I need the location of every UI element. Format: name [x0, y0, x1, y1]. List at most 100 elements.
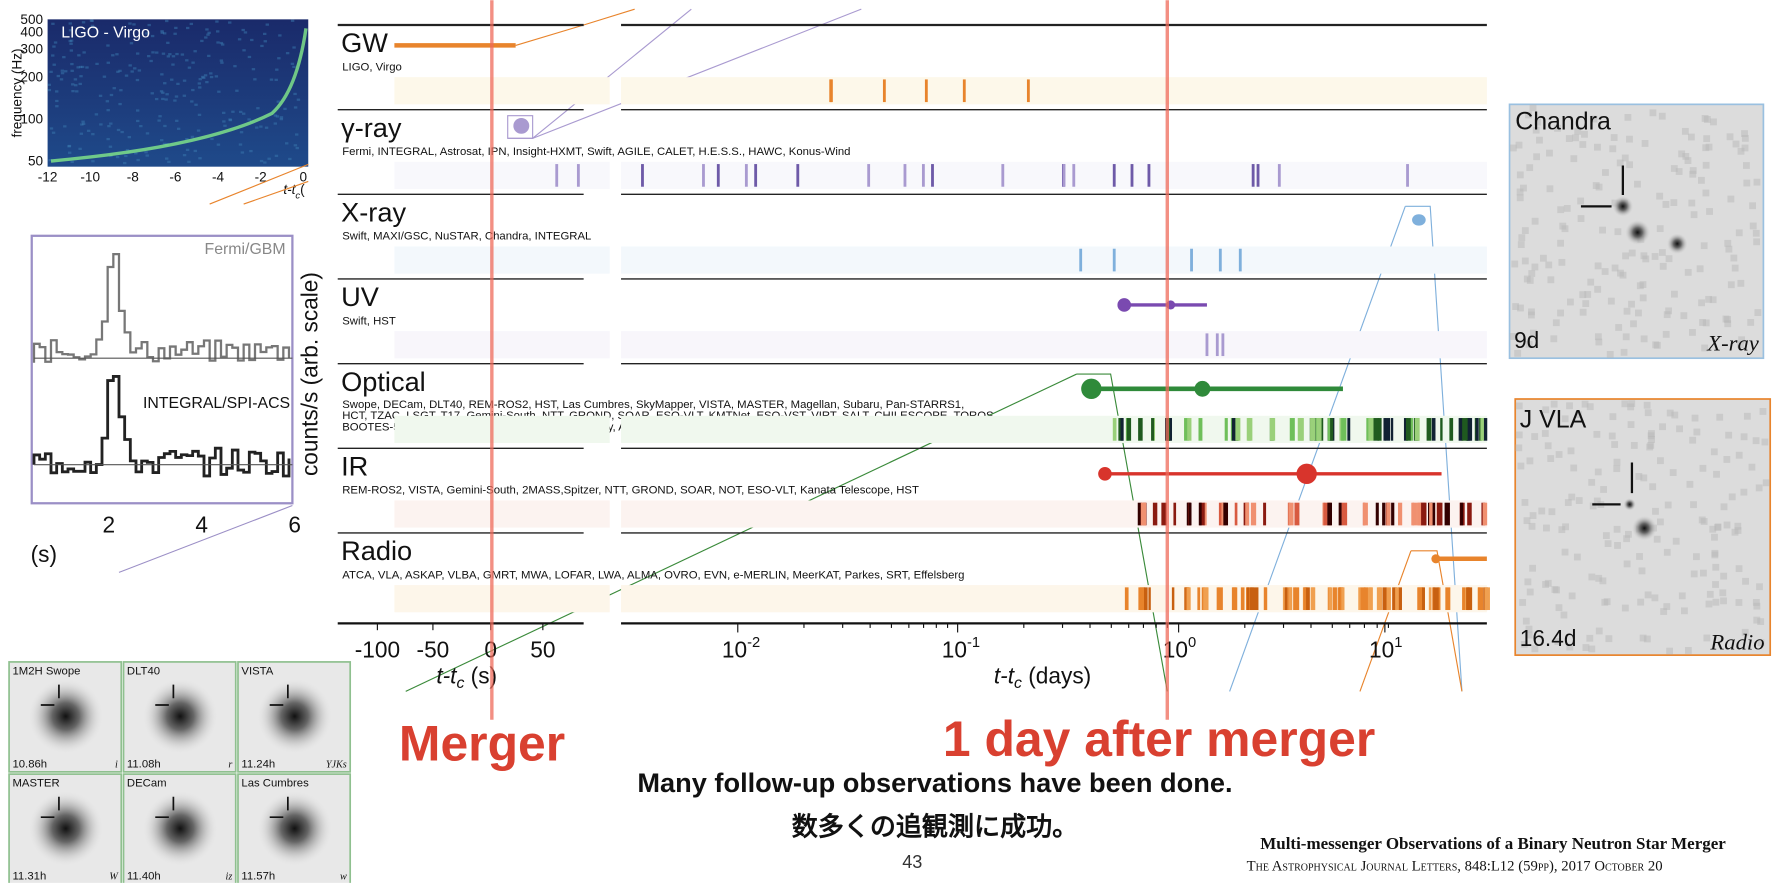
noise	[1754, 309, 1762, 316]
obs-tick	[1250, 587, 1254, 611]
crosshair	[40, 684, 60, 706]
noise	[79, 132, 84, 135]
noise	[1711, 549, 1719, 557]
obs-tick	[1303, 587, 1307, 611]
noise	[78, 65, 83, 69]
noise	[1636, 553, 1643, 560]
noise	[134, 152, 138, 155]
noise	[1531, 433, 1539, 440]
connector	[1359, 550, 1412, 692]
noise	[1700, 242, 1708, 250]
noise	[1542, 581, 1549, 588]
noise	[284, 142, 289, 145]
noise	[1639, 634, 1647, 642]
obs-tick	[1203, 587, 1208, 611]
noise	[1658, 249, 1666, 256]
noise	[1628, 249, 1636, 257]
noise	[1588, 573, 1596, 581]
noise	[1595, 183, 1603, 191]
tick-label: 200	[20, 70, 43, 85]
noise	[269, 78, 274, 81]
obs-tick	[1412, 502, 1417, 526]
noise	[191, 61, 195, 64]
noise	[1565, 135, 1573, 142]
noise	[136, 119, 140, 123]
inset-label: LIGO - Virgo	[61, 24, 150, 41]
noise	[1720, 597, 1727, 605]
noise	[67, 151, 72, 154]
obs-tick	[1138, 587, 1144, 611]
tick-label: 400	[20, 24, 43, 39]
noise	[158, 115, 162, 118]
noise	[1547, 455, 1555, 462]
obs-tick	[1436, 502, 1443, 526]
thumb-filter: YJKs	[326, 759, 347, 770]
obs-tick	[1466, 587, 1470, 611]
obs-tick	[1253, 587, 1259, 611]
noise	[1696, 265, 1704, 273]
noise	[1671, 411, 1679, 419]
noise	[292, 65, 296, 69]
noise	[1649, 109, 1657, 117]
obs-tick	[1477, 587, 1484, 611]
tick-base: 10	[1369, 636, 1394, 662]
noise	[1658, 112, 1666, 120]
obs-tick	[1414, 418, 1420, 441]
noise	[1589, 502, 1597, 510]
noise	[1752, 437, 1760, 445]
axis-title-t: t-t	[283, 182, 296, 197]
noise	[48, 159, 52, 162]
noise	[1611, 441, 1619, 448]
obs-tick	[1198, 502, 1202, 526]
obs-tick	[1437, 587, 1441, 611]
noise	[1622, 333, 1630, 341]
obs-tick	[1483, 418, 1488, 441]
noise	[167, 160, 171, 164]
noise	[1700, 569, 1707, 577]
noise	[1693, 428, 1701, 436]
noise	[215, 30, 220, 33]
noise	[1594, 262, 1602, 270]
noise	[164, 98, 168, 101]
noise	[1599, 226, 1606, 234]
noise	[1686, 480, 1694, 488]
band-strip	[394, 415, 610, 443]
noise	[1738, 336, 1746, 344]
noise	[47, 83, 52, 86]
noise	[1737, 341, 1744, 348]
noise	[1691, 414, 1699, 422]
noise	[290, 62, 295, 65]
noise	[170, 78, 174, 81]
source	[1630, 514, 1659, 542]
noise	[1586, 634, 1594, 642]
noise	[59, 78, 64, 81]
noise	[1588, 645, 1596, 653]
noise	[273, 122, 278, 125]
noise	[1593, 430, 1601, 438]
obs-tick	[1467, 418, 1471, 441]
thumb-name: Las Cumbres	[241, 778, 309, 790]
noise	[70, 69, 74, 72]
noise	[1636, 282, 1644, 290]
noise	[1678, 150, 1686, 158]
obs-tick	[1431, 502, 1436, 526]
obs-tick	[1338, 502, 1342, 526]
noise	[1665, 255, 1673, 263]
axis-title-sub: c	[1014, 675, 1022, 692]
noise	[1611, 264, 1619, 272]
obs-tick	[1360, 587, 1366, 611]
noise	[1725, 431, 1733, 439]
obs-tick	[1328, 587, 1333, 611]
obs-tick	[1385, 418, 1391, 441]
noise	[1726, 133, 1734, 141]
tick-label: 100	[20, 112, 43, 127]
noise	[1710, 118, 1717, 126]
noise	[159, 139, 164, 142]
obs-tick	[1341, 502, 1348, 526]
noise	[1712, 563, 1720, 571]
noise	[214, 75, 219, 78]
band-strip	[621, 415, 1487, 443]
image-band: Radio	[1709, 629, 1764, 654]
noise	[139, 125, 143, 128]
